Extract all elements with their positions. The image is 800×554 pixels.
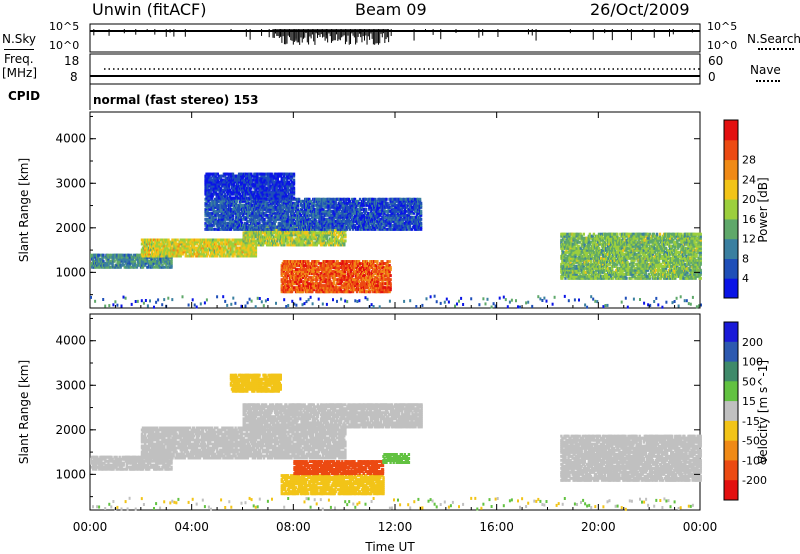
- velocity-panel-region-7: [560, 434, 702, 482]
- date-label: 26/Oct/2009: [590, 0, 690, 19]
- velocity-panel-colorbar-tick-label: -50: [742, 435, 760, 448]
- time-xtick-label: 20:00: [581, 520, 616, 534]
- velocity-panel-colorbar-tick-label: -100: [742, 454, 767, 467]
- freq-label-line2: [MHz]: [2, 66, 38, 80]
- time-xtick-label: 00:00: [683, 520, 718, 534]
- time-xtick-label: 00:00: [73, 520, 108, 534]
- cpid-label: CPID: [8, 89, 41, 103]
- nsearch-legend-line: [758, 48, 794, 50]
- power-panel-colorbar-tick-label: 28: [742, 154, 756, 167]
- velocity-panel-region-6: [382, 453, 411, 464]
- velocity-panel-ytick-label: 4000: [55, 334, 86, 348]
- velocity-panel-colorbar-swatch: [724, 322, 738, 343]
- power-panel-colorbar-swatch: [724, 278, 738, 299]
- velocity-panel-region-0: [90, 455, 173, 471]
- nsky-legend-line: [4, 49, 34, 50]
- beam-label: Beam 09: [355, 0, 427, 19]
- power-panel-ytick-label: 3000: [55, 176, 86, 190]
- time-xtick-label: 16:00: [479, 520, 514, 534]
- velocity-panel-ytick-label: 2000: [55, 423, 86, 437]
- power-panel-region-1: [140, 238, 258, 258]
- velocity-panel-colorbar-swatch: [724, 401, 738, 422]
- power-panel-colorbar-swatch: [724, 179, 738, 200]
- power-panel-colorbar-tick-label: 4: [742, 272, 749, 285]
- freq-label-line1: Freq.: [4, 52, 34, 66]
- velocity-panel-region-1: [140, 426, 347, 460]
- nsearch-label: N.Search: [747, 32, 800, 46]
- freq-left-top: 18: [64, 54, 80, 68]
- noise-right-top: 10^5: [707, 20, 738, 33]
- time-xtick-label: 04:00: [174, 520, 209, 534]
- noise-right-bottom: 10^0: [707, 39, 738, 52]
- power-panel-region-7: [560, 232, 702, 280]
- velocity-panel-colorbar: 200 100 50 15 -15 -50 -100 -200: [723, 321, 767, 501]
- power-panel-colorbar-tick-label: 20: [742, 193, 756, 206]
- velocity-panel-colorbar-swatch: [724, 480, 738, 501]
- nave-right-top: 60: [708, 54, 724, 68]
- nsky-label: N.Sky: [2, 32, 37, 46]
- velocity-panel-colorbar-tick-label: -200: [742, 474, 767, 487]
- velocity-panel-colorbar-swatch: [724, 361, 738, 382]
- power-panel-colorbar: 4 8 12 16 20 24 28: [723, 119, 756, 299]
- velocity-panel-colorbar-tick-label: 15: [742, 395, 756, 408]
- power-panel-region-4: [204, 172, 296, 200]
- power-panel-colorbar-swatch: [724, 218, 738, 240]
- noise-left-bottom: 10^0: [49, 39, 80, 52]
- power-panel-ytick-label: 1000: [55, 265, 86, 279]
- noise-sky-trace: [90, 29, 700, 41]
- velocity-panel-ytick-label: 1000: [55, 467, 86, 481]
- noise-left-top: 10^5: [49, 20, 80, 33]
- velocity-panel-ground-scatter: [92, 496, 694, 511]
- power-panel-colorbar-tick-label: 24: [742, 173, 756, 186]
- power-panel-colorbar-tick-label: 12: [742, 233, 756, 246]
- velocity-panel-colorbar-tick-label: 50: [742, 375, 756, 388]
- station-title: Unwin (fitACF): [92, 0, 207, 19]
- nave-label: Nave: [750, 63, 781, 77]
- velocity-panel-colorbar-swatch: [724, 440, 738, 461]
- freq-strip-frame: [89, 53, 701, 85]
- power-panel-colorbar-swatch: [724, 139, 738, 161]
- noise-burst: [272, 29, 390, 45]
- power-panel-region-6: [280, 260, 392, 294]
- power-panel-ytick-label: 2000: [55, 221, 86, 235]
- velocity-panel-region-2: [242, 403, 423, 429]
- velocity-panel-colorbar-tick-label: -15: [742, 415, 760, 428]
- velocity-panel-colorbar-swatch: [724, 341, 738, 363]
- time-xtick-label: 08:00: [276, 520, 311, 534]
- power-panel-colorbar-swatch: [724, 199, 738, 220]
- velocity-panel-region-5: [293, 460, 385, 476]
- velocity-panel-colorbar-tick-label: 100: [742, 356, 763, 369]
- velocity-panel-region-4: [280, 474, 385, 496]
- power-panel-region-5: [331, 197, 423, 231]
- time-xtick-label: 12:00: [378, 520, 413, 534]
- power-panel-colorbar-swatch: [724, 159, 738, 180]
- noise-strip-frame: [89, 23, 701, 53]
- power-panel-ytick-label: 4000: [55, 132, 86, 146]
- power-panel-ground-scatter: [90, 294, 702, 309]
- cpid-value: normal (fast stereo) 153: [93, 93, 259, 107]
- velocity-panel-colorbar-swatch: [724, 460, 738, 481]
- velocity-panel-colorbar-swatch: [724, 420, 738, 442]
- power-panel-colorbar-swatch: [724, 258, 738, 279]
- power-panel-colorbar-swatch: [724, 120, 738, 141]
- power-panel-colorbar-tick-label: 8: [742, 252, 749, 265]
- velocity-panel-colorbar-swatch: [724, 381, 738, 402]
- nave-legend-line: [756, 80, 780, 82]
- power-panel-colorbar-tick-label: 16: [742, 213, 756, 226]
- velocity-panel-region-3: [229, 373, 282, 393]
- nave-right-bottom: 0: [708, 70, 716, 84]
- time-xlabel: Time UT: [365, 540, 415, 554]
- power-panel-colorbar-swatch: [724, 238, 738, 259]
- freq-left-bottom: 8: [70, 70, 78, 84]
- velocity-panel-ytick-label: 3000: [55, 378, 86, 392]
- velocity-panel-colorbar-tick-label: 200: [742, 336, 763, 349]
- power-panel-region-3: [204, 197, 334, 231]
